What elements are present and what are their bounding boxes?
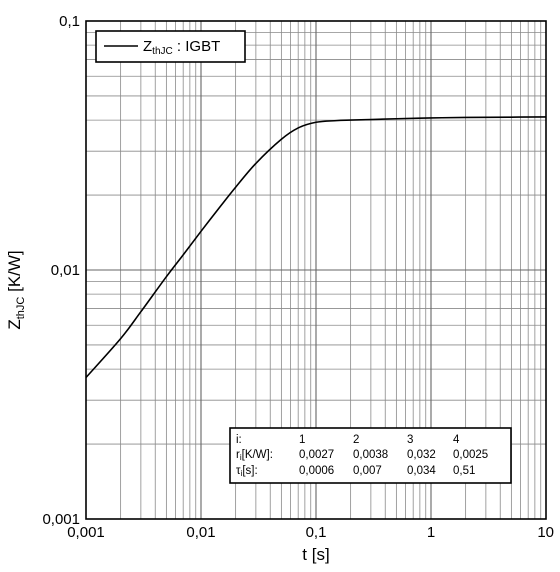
table-cell-tau-4: 0,51 (453, 465, 475, 477)
table-header-1: 1 (299, 434, 305, 446)
table-header-2: 2 (353, 434, 359, 446)
table-cell-tau-2: 0,007 (353, 465, 382, 477)
row-r-label-rest: [K/W]: (242, 449, 273, 461)
table-header-index-label: i: (236, 434, 242, 446)
y-axis-title-rest: [K/W] (5, 250, 24, 296)
x-tick-label: 0,1 (306, 524, 327, 541)
y-tick-label: 0,01 (51, 262, 80, 279)
table-cell-r-2: 0,0038 (353, 449, 388, 461)
y-axis-title-main: Z (5, 319, 24, 329)
y-axis-title: ZthJC [K/W] (5, 250, 27, 329)
legend-entry-rest: : IGBT (173, 38, 221, 55)
row-tau-label-main: τ (236, 465, 241, 477)
legend-entry-subscript: thJC (152, 46, 173, 57)
y-axis-title-subscript: thJC (15, 297, 27, 320)
row-tau-label-rest: [s]: (242, 465, 257, 477)
table-header-3: 3 (407, 434, 413, 446)
table-cell-tau-3: 0,034 (407, 465, 436, 477)
table-row-r-label: ri[K/W]: (236, 449, 273, 462)
table-cell-r-1: 0,0027 (299, 449, 334, 461)
table-header-4: 4 (453, 434, 460, 446)
table-cell-r-3: 0,032 (407, 449, 436, 461)
plot-frame (85, 20, 547, 520)
series-line-zthjc (85, 116, 547, 379)
table-cell-tau-1: 0,0006 (299, 465, 334, 477)
row-tau-label-subscript: i (241, 469, 243, 478)
x-tick-labels: 0,001 0,01 0,1 1 10 (67, 524, 554, 541)
x-tick-label: 0,01 (186, 524, 215, 541)
row-r-label-subscript: i (240, 453, 242, 462)
y-tick-label: 0,001 (42, 511, 80, 528)
x-tick-label: 0,001 (67, 524, 105, 541)
table-row-tau-label: τi[s]: (236, 465, 258, 478)
x-tick-label: 10 (537, 524, 554, 541)
parameter-table-box (229, 427, 512, 484)
legend: ZthJC : IGBT (95, 30, 246, 63)
parameter-table: i: 1 2 3 4 ri[K/W]: 0,0027 0,0038 0,032 … (229, 427, 512, 484)
y-tick-label: 0,1 (59, 13, 80, 30)
legend-entry-zthjc: ZthJC : IGBT (143, 38, 220, 57)
legend-entry-main: Z (143, 38, 152, 55)
row-r-label-main: r (236, 449, 240, 461)
x-axis-title: t [s] (302, 545, 329, 564)
table-cell-r-4: 0,0025 (453, 449, 488, 461)
x-tick-label: 1 (427, 524, 435, 541)
y-tick-labels: 0,001 0,01 0,1 (42, 13, 80, 528)
